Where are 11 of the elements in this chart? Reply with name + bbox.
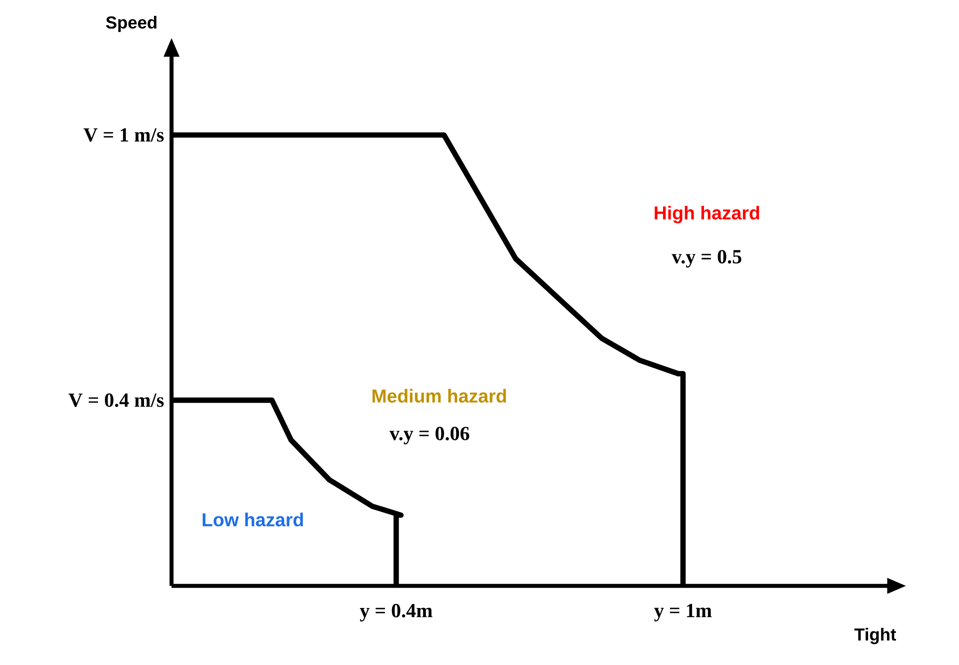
annotation: High hazard — [654, 206, 760, 224]
x-tick-label: y = 0.4m — [360, 604, 432, 622]
annotation: v.y = 0.5 — [672, 250, 742, 268]
annotation: Low hazard — [202, 512, 303, 526]
y-tick-label: V = 0.4 m/s — [68, 393, 164, 407]
x-axis-title: Tight — [854, 628, 896, 644]
x-tick-label: y = 1m — [654, 604, 712, 622]
annotation: v.y = 0.06 — [390, 426, 470, 444]
y-axis-title: Speed — [106, 16, 156, 32]
y-tick-label: V = 1 m/s — [84, 128, 164, 142]
annotation: Medium hazard — [372, 388, 506, 403]
